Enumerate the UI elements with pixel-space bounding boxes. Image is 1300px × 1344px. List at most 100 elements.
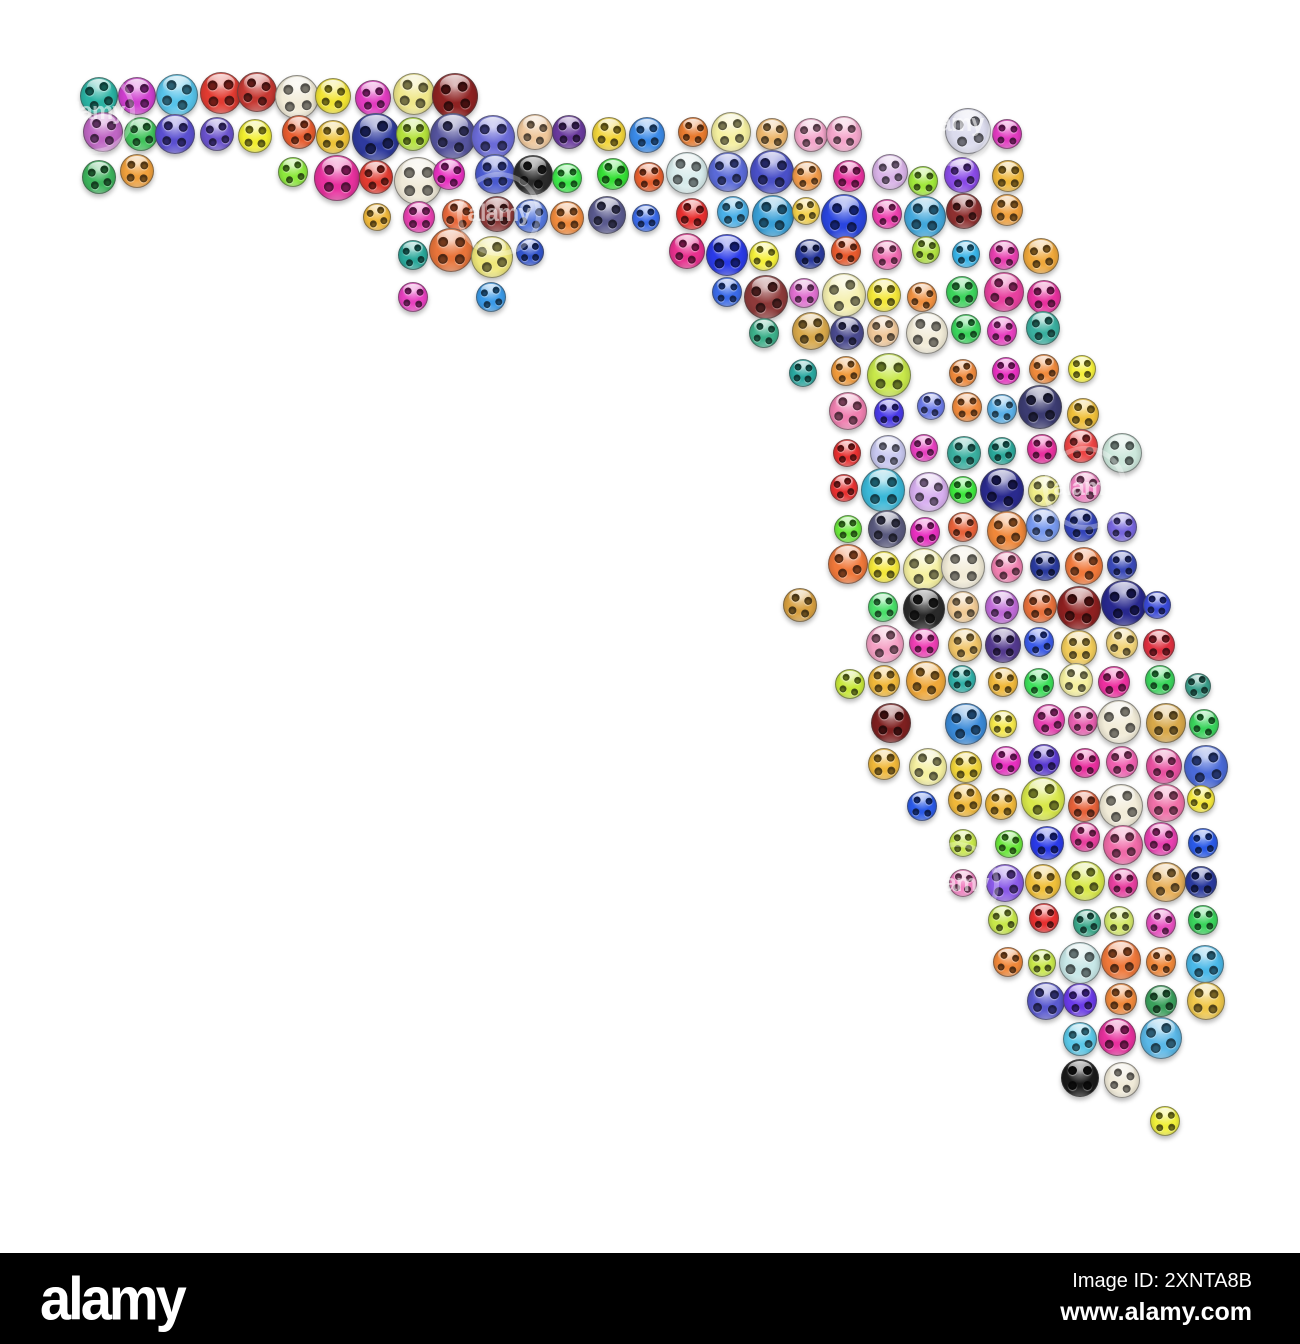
button-holes (945, 625, 984, 664)
button-hole (972, 131, 985, 144)
button-hole (1114, 669, 1124, 680)
button (868, 748, 900, 780)
button-hole (1112, 764, 1122, 775)
button-hole (1149, 1041, 1162, 1055)
button-hole (1004, 597, 1015, 607)
button-hole (320, 96, 331, 106)
button-hole (952, 454, 962, 464)
button-hole (322, 139, 331, 148)
button-hole (498, 176, 508, 186)
button-hole (1049, 844, 1059, 854)
button-hole (1116, 682, 1127, 692)
button-holes (712, 277, 742, 307)
button-holes (315, 156, 360, 201)
button-holes (825, 115, 863, 153)
button-holes (747, 239, 781, 273)
button-hole (1108, 1079, 1119, 1090)
button-hole (806, 295, 814, 303)
button (866, 625, 904, 663)
button-hole (538, 122, 548, 133)
button-hole (1169, 725, 1179, 735)
button-hole (1002, 908, 1012, 917)
button-holes (952, 392, 982, 422)
button-hole (421, 206, 430, 215)
button-hole (885, 332, 895, 342)
button-hole (281, 163, 290, 173)
button-holes (430, 229, 473, 272)
button-holes (828, 314, 866, 352)
button (917, 392, 945, 420)
button-holes (1061, 426, 1100, 465)
button-holes (909, 628, 939, 658)
button-hole (289, 135, 300, 145)
button-hole (525, 119, 536, 129)
button-hole (1206, 950, 1217, 961)
button-hole (1068, 1066, 1077, 1075)
button (1024, 627, 1054, 657)
button-hole (1004, 400, 1014, 409)
button-hole (914, 491, 926, 503)
button-hole (894, 711, 905, 722)
button (910, 434, 938, 462)
button-hole (1126, 846, 1137, 857)
button (1189, 709, 1219, 739)
button (980, 468, 1024, 512)
button-holes (1144, 906, 1179, 941)
button-hole (496, 123, 507, 134)
button-hole (773, 219, 786, 231)
button-hole (1039, 723, 1050, 733)
button-hole (845, 220, 857, 233)
button-hole (1043, 357, 1053, 366)
alamy-logo: alamy (40, 1263, 187, 1332)
button-hole (1147, 606, 1155, 614)
button-hole (1006, 553, 1017, 564)
button-hole (1104, 684, 1114, 695)
button-hole (967, 210, 977, 221)
button-hole (165, 78, 178, 92)
button-hole (448, 177, 459, 187)
button-holes (1021, 236, 1061, 276)
button-hole (1024, 394, 1037, 406)
button (756, 118, 788, 150)
alamy-footer-bar: alamy Image ID: 2XNTA8B www.alamy.com (0, 1253, 1300, 1344)
button-holes (628, 116, 665, 153)
button (83, 112, 123, 152)
button-holes (991, 194, 1023, 226)
button (1028, 475, 1060, 507)
button-hole (1112, 516, 1121, 525)
button-hole (1083, 416, 1093, 427)
button-hole (957, 409, 966, 418)
button-hole (357, 124, 372, 138)
button-hole (1167, 1111, 1175, 1119)
button-hole (967, 800, 978, 810)
button-holes (795, 239, 825, 269)
button-hole (953, 481, 961, 489)
button-hole (1040, 672, 1049, 681)
button-hole (991, 911, 1000, 921)
button-hole (877, 724, 888, 735)
button-hole (499, 216, 508, 225)
button (1026, 311, 1060, 345)
button-holes (748, 148, 795, 195)
button-hole (920, 405, 929, 415)
button-hole (849, 519, 857, 527)
button-holes (1061, 981, 1099, 1019)
button-hole (993, 725, 1001, 733)
button-hole (886, 556, 896, 566)
button-hole (1083, 1038, 1093, 1049)
button-hole (952, 178, 963, 188)
button (909, 628, 939, 658)
button-holes (874, 398, 903, 427)
button-hole (651, 178, 660, 187)
button (282, 115, 316, 149)
button-holes (398, 282, 429, 313)
button (904, 196, 946, 238)
button-hole (914, 666, 926, 678)
button-hole (759, 156, 771, 169)
button-hole (138, 173, 148, 183)
button-hole (1044, 527, 1054, 537)
button-hole (1032, 513, 1042, 523)
button (909, 472, 949, 512)
button-hole (1166, 867, 1177, 879)
button-hole (1045, 328, 1056, 338)
